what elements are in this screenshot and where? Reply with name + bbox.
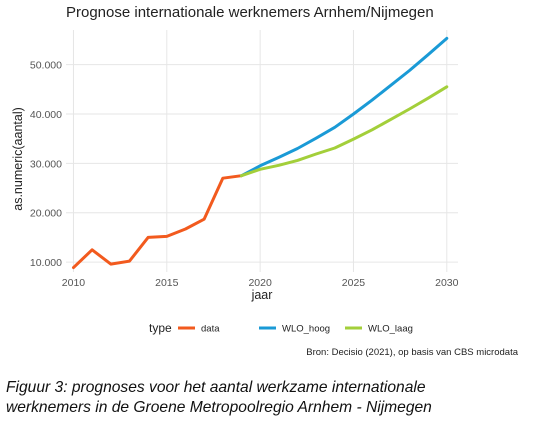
x-axis-label: jaar (251, 288, 273, 302)
y-axis-ticks: 10.000 20.000 30.000 40.000 50.000 (30, 60, 62, 270)
legend: type data WLO_hoog WLO_laag (149, 321, 413, 335)
y-tick-label: 30.000 (30, 158, 62, 170)
grid (66, 30, 458, 272)
y-tick-label: 20.000 (30, 208, 62, 220)
caption-line-1: Figuur 3: prognoses voor het aantal werk… (6, 379, 426, 396)
legend-title: type (149, 321, 172, 335)
x-axis-ticks: 2010 2015 2020 2025 2030 (62, 277, 459, 289)
y-tick-label: 40.000 (30, 109, 62, 121)
series-lines (72, 36, 449, 270)
caption-line-2: werknemers in de Groene Metropoolregio A… (6, 399, 432, 416)
y-tick-label: 10.000 (30, 257, 62, 269)
x-tick-label: 2030 (435, 277, 459, 289)
y-tick-label: 50.000 (30, 60, 62, 72)
series-line-wlo-hoog (240, 36, 449, 178)
legend-label: WLO_hoog (282, 324, 330, 335)
x-tick-label: 2020 (248, 277, 272, 289)
chart-title: Prognose internationale werknemers Arnhe… (66, 4, 434, 21)
x-tick-label: 2025 (342, 277, 366, 289)
legend-label: WLO_laag (368, 324, 413, 335)
series-line-wlo-laag (240, 85, 449, 178)
series-line-data (72, 174, 243, 270)
chart: Prognose internationale werknemers Arnhe… (11, 4, 519, 358)
legend-label: data (201, 324, 220, 335)
source-note: Bron: Decisio (2021), op basis van CBS m… (306, 347, 518, 358)
x-tick-label: 2010 (62, 277, 86, 289)
x-tick-label: 2015 (155, 277, 179, 289)
figure-caption: Figuur 3: prognoses voor het aantal werk… (6, 378, 531, 418)
y-axis-label: as.numeric(aantal) (11, 107, 25, 211)
